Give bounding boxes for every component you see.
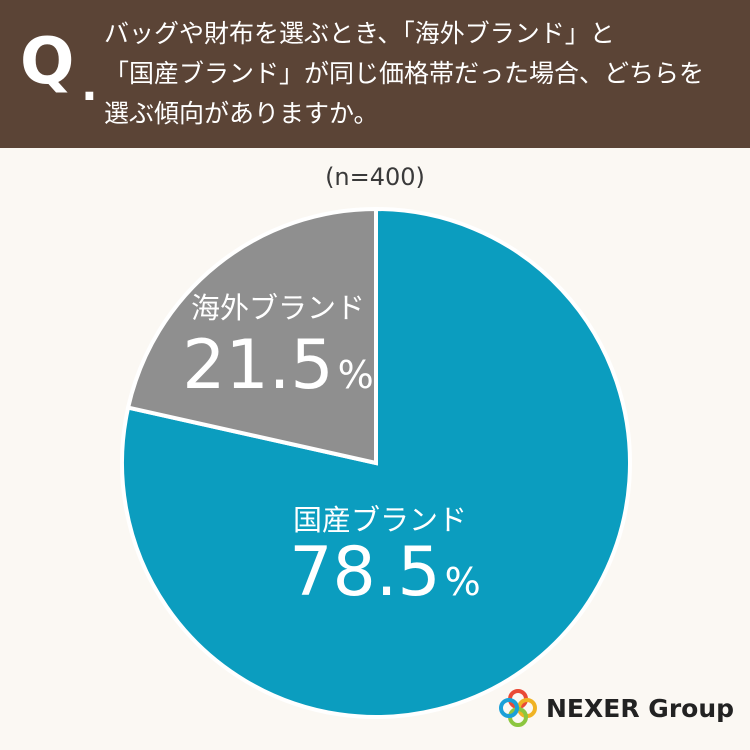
question-line: 「国産ブランド」が同じ価格帯だった場合、どちらを (104, 59, 705, 88)
nexer-logo: NEXER Group (498, 686, 734, 730)
question-text: バッグや財布を選ぶとき、「海外ブランド」と 「国産ブランド」が同じ価格帯だった場… (104, 14, 744, 134)
slice-value: 78.5% (289, 533, 481, 612)
slice-label: 国産ブランド (293, 503, 467, 537)
sample-size: (n=400) (325, 163, 425, 191)
slice-value: 21.5% (182, 326, 374, 405)
slice-label: 海外ブランド (191, 291, 365, 325)
q-dot: . (81, 60, 98, 111)
pie-slice (125, 206, 378, 466)
question-line: 選ぶ傾向がありますか。 (104, 99, 379, 128)
question-header: Q . バッグや財布を選ぶとき、「海外ブランド」と 「国産ブランド」が同じ価格帯… (0, 0, 750, 148)
logo-rings-icon (499, 689, 537, 727)
pie-slice (120, 206, 632, 719)
logo-text: NEXER Group (546, 693, 735, 723)
question-line: バッグや財布を選ぶとき、「海外ブランド」と (104, 19, 615, 48)
q-letter: Q (20, 25, 75, 99)
